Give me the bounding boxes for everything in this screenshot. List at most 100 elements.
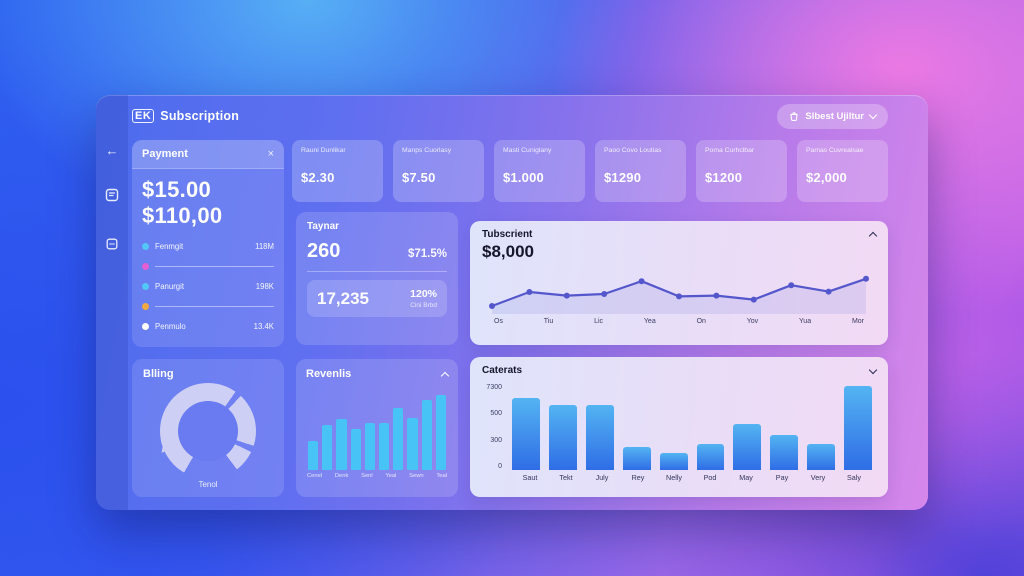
- x-tick-label: Cenel: [307, 473, 323, 479]
- stat-value: $1.000: [503, 170, 544, 185]
- stat-label: Manps Cuorlasy: [402, 147, 452, 154]
- legend-line: [155, 265, 274, 267]
- y-tick-label: 500: [490, 410, 502, 418]
- bar: [379, 423, 390, 470]
- close-icon[interactable]: ×: [267, 147, 274, 160]
- legend-value: 13.4K: [253, 321, 274, 331]
- legend-dot: [142, 282, 149, 290]
- bag-icon: [790, 112, 799, 121]
- bar: [393, 407, 404, 470]
- bar: [364, 423, 376, 470]
- subscriptions-chart-header: Tubscrient: [482, 229, 878, 241]
- subscriptions-x-labels: Os Tiu Lic Yea On Yov Yua Mor: [482, 316, 876, 325]
- x-tick-label: On: [696, 318, 706, 325]
- stats-row: Rauni Dunlikar $2.30 Manps Cuorlasy $7.50 Ma…: [292, 140, 888, 202]
- gauge-hole: [178, 401, 238, 461]
- payment-value-primary: $15.00: [142, 177, 212, 202]
- billing-card: Blling Tenol: [132, 359, 284, 497]
- x-tick-label: Pod: [703, 473, 717, 482]
- bar: [350, 429, 361, 470]
- x-tick-label: Saly: [847, 473, 861, 482]
- x-tick-label: Teal: [436, 473, 447, 479]
- divider: [307, 271, 447, 272]
- x-tick-label: Mor: [851, 318, 864, 325]
- legend-divider: [142, 300, 274, 313]
- payment-value-secondary: $110,00: [142, 203, 223, 229]
- x-tick-label: Yov: [746, 318, 759, 325]
- bar: [844, 386, 873, 470]
- legend-value: 198K: [255, 281, 274, 291]
- legend-dot: [142, 262, 149, 270]
- stat-value: $1290: [604, 170, 642, 185]
- y-tick-label: 7300: [486, 384, 502, 391]
- legend-item: Fenmgit 118M: [142, 240, 274, 253]
- taynar-sub-value: 17,235: [317, 288, 369, 308]
- x-tick-label: Senl: [361, 473, 373, 479]
- revenue-chart-title: Revenlis: [306, 368, 352, 380]
- bar: [308, 441, 319, 470]
- stat-value: $1200: [705, 170, 743, 185]
- bar: [407, 418, 418, 470]
- legend-dot: [142, 302, 149, 310]
- bar: [512, 397, 540, 470]
- revenue-bars: [306, 388, 448, 470]
- bar: [585, 404, 614, 470]
- stat-card: Rauni Dunlikar $2.30: [292, 140, 383, 202]
- x-tick-label: Denk: [334, 473, 349, 479]
- legend-value: 118M: [255, 241, 274, 251]
- stat-card: Masti Cuniglany $1.000: [494, 140, 585, 202]
- receipt-icon[interactable]: [105, 188, 119, 207]
- subscription-dashboard-panel: ← EK Subscription Slbest Ujiltur Rauni D…: [96, 95, 928, 510]
- taynar-sub-percent: 120%: [410, 288, 437, 300]
- x-tick-label: May: [739, 473, 753, 482]
- stat-card: Pamas Cuvrealsae $2,000: [797, 140, 888, 202]
- taynar-count: 260: [307, 240, 341, 262]
- revenue-x-labels: Cenel Denk Senl Yeal Sewn Teal: [306, 473, 448, 479]
- x-tick-label: Pay: [775, 473, 789, 482]
- page-title: Subscription: [160, 109, 240, 123]
- collapse-chevron-icon[interactable]: [868, 231, 878, 241]
- stat-value: $2,000: [806, 170, 847, 185]
- payment-body: $15.00 $110,00 Fenmgit 118M Panurgit 198K Pe…: [132, 169, 284, 339]
- taynar-percent: $71.5%: [407, 248, 447, 260]
- billing-gauge: [156, 383, 256, 479]
- taynar-sub-box: 17,235 120% Cini Brbd: [307, 280, 447, 317]
- categories-chart-title: Caterats: [482, 365, 523, 376]
- brand: EK Subscription: [132, 109, 239, 123]
- filter-button-label: Slbest Ujiltur: [805, 110, 864, 122]
- taynar-title: Taynar: [307, 221, 340, 232]
- categories-x-labels: Saut Tekt July Rey Nelly Pod May Pay Very Saly: [508, 470, 876, 482]
- x-tick-label: Os: [494, 318, 503, 325]
- stat-label: Paoo Covo Loutias: [604, 147, 662, 154]
- collapse-chevron-icon[interactable]: [440, 371, 450, 380]
- filter-dropdown-button[interactable]: Slbest Ujiltur: [777, 103, 888, 129]
- card-icon[interactable]: [106, 237, 118, 255]
- payment-card: Payment × $15.00 $110,00 Fenmgit 118M Panu…: [132, 140, 284, 347]
- legend-divider: [142, 260, 274, 273]
- legend-label: Panurgit: [155, 281, 185, 291]
- bar: [336, 419, 347, 470]
- revenue-chart-header: Revenlis: [306, 368, 450, 380]
- revenue-chart-card: Revenlis Cenel Denk Senl Yeal Sewn Teal: [296, 359, 458, 497]
- x-tick-label: Very: [810, 473, 826, 482]
- stat-value: $7.50: [402, 170, 436, 185]
- billing-title: Blling: [143, 368, 174, 380]
- legend-dot: [142, 242, 149, 250]
- back-arrow-icon[interactable]: ←: [105, 143, 119, 158]
- chevron-down-icon: [868, 110, 878, 120]
- app-logo: EK: [132, 109, 155, 123]
- legend-label: Penmulo: [155, 321, 186, 331]
- taynar-card: Taynar 260 $71.5% 17,235 120% Cini Brbd: [296, 212, 458, 345]
- bar: [435, 394, 447, 470]
- bar: [733, 424, 762, 470]
- x-tick-label: Lic: [594, 318, 604, 325]
- bar: [770, 434, 799, 470]
- panel-header: EK Subscription Slbest Ujiltur: [132, 100, 888, 132]
- legend-dot: [142, 322, 149, 330]
- x-tick-label: Tekt: [559, 473, 573, 482]
- expand-chevron-icon[interactable]: [868, 365, 878, 374]
- x-tick-label: Rey: [631, 473, 645, 482]
- x-tick-label: July: [595, 473, 609, 482]
- categories-chart-header: Caterats: [482, 365, 878, 376]
